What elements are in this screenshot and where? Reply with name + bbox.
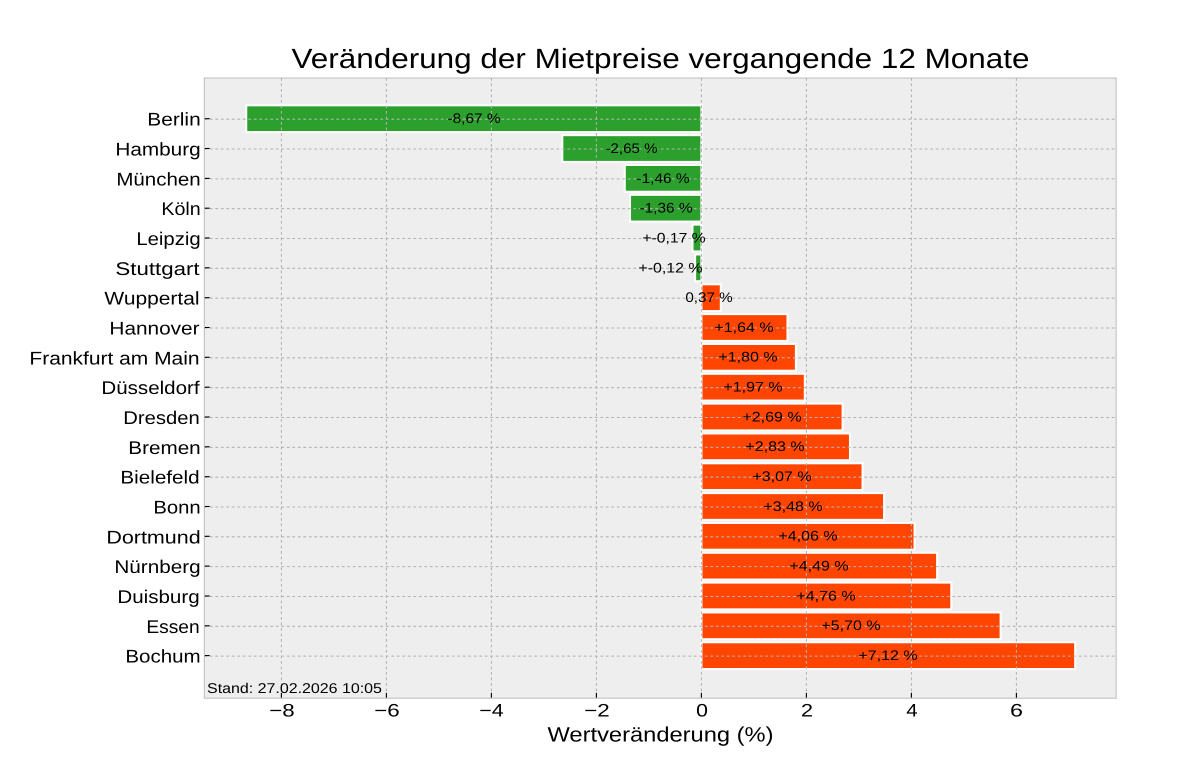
svg-text:Duisburg: Duisburg	[117, 586, 199, 607]
svg-text:Hannover: Hannover	[109, 318, 199, 339]
svg-text:Dortmund: Dortmund	[106, 526, 200, 547]
svg-text:Wuppertal: Wuppertal	[104, 288, 199, 309]
svg-text:Wertveränderung (%): Wertveränderung (%)	[548, 724, 774, 747]
svg-text:+1,64 %: +1,64 %	[714, 319, 773, 335]
svg-text:+7,12 %: +7,12 %	[858, 647, 917, 663]
svg-text:0,37 %: 0,37 %	[685, 289, 732, 305]
svg-text:+1,80 %: +1,80 %	[718, 349, 777, 365]
svg-text:2: 2	[801, 701, 813, 721]
svg-text:+2,69 %: +2,69 %	[742, 408, 801, 424]
svg-text:Köln: Köln	[161, 198, 200, 219]
svg-text:Berlin: Berlin	[147, 109, 200, 130]
svg-text:-1,46 %: -1,46 %	[637, 170, 690, 186]
svg-text:Bielefeld: Bielefeld	[120, 467, 199, 488]
svg-text:+1,97 %: +1,97 %	[723, 379, 782, 395]
svg-text:-1,36 %: -1,36 %	[640, 200, 693, 216]
svg-text:+4,76 %: +4,76 %	[796, 587, 855, 603]
svg-text:Bochum: Bochum	[125, 646, 200, 667]
svg-text:Frankfurt am Main: Frankfurt am Main	[29, 347, 199, 368]
svg-text:München: München	[116, 168, 200, 189]
svg-text:Stand: 27.02.2026 10:05: Stand: 27.02.2026 10:05	[207, 681, 382, 697]
svg-text:+4,49 %: +4,49 %	[789, 558, 848, 574]
svg-text:−4: −4	[479, 701, 503, 721]
svg-text:−8: −8	[269, 701, 295, 721]
svg-text:+4,06 %: +4,06 %	[778, 528, 837, 544]
svg-text:4: 4	[906, 701, 917, 721]
svg-text:+-0,17 %: +-0,17 %	[642, 229, 705, 245]
svg-text:Düsseldorf: Düsseldorf	[101, 377, 200, 398]
svg-text:-8,67 %: -8,67 %	[448, 110, 501, 126]
svg-text:6: 6	[1010, 701, 1023, 721]
svg-text:+3,07 %: +3,07 %	[752, 468, 811, 484]
svg-text:Dresden: Dresden	[123, 407, 199, 428]
svg-text:Veränderung der Mietpreise ver: Veränderung der Mietpreise vergangende 1…	[292, 43, 1030, 74]
svg-text:Stuttgart: Stuttgart	[115, 258, 199, 279]
svg-text:Essen: Essen	[146, 616, 199, 637]
svg-text:Leipzig: Leipzig	[136, 228, 200, 249]
svg-text:Bonn: Bonn	[153, 496, 200, 517]
svg-text:+2,83 %: +2,83 %	[745, 438, 804, 454]
svg-text:0: 0	[696, 701, 708, 721]
svg-text:+-0,12 %: +-0,12 %	[638, 259, 702, 275]
svg-text:Nürnberg: Nürnberg	[114, 556, 200, 577]
svg-text:+3,48 %: +3,48 %	[763, 498, 822, 514]
svg-text:-2,65 %: -2,65 %	[606, 140, 658, 156]
svg-text:−6: −6	[374, 701, 400, 721]
svg-text:−2: −2	[584, 701, 610, 721]
svg-text:Hamburg: Hamburg	[115, 139, 200, 160]
svg-text:Bremen: Bremen	[128, 437, 200, 458]
svg-text:+5,70 %: +5,70 %	[821, 617, 880, 633]
